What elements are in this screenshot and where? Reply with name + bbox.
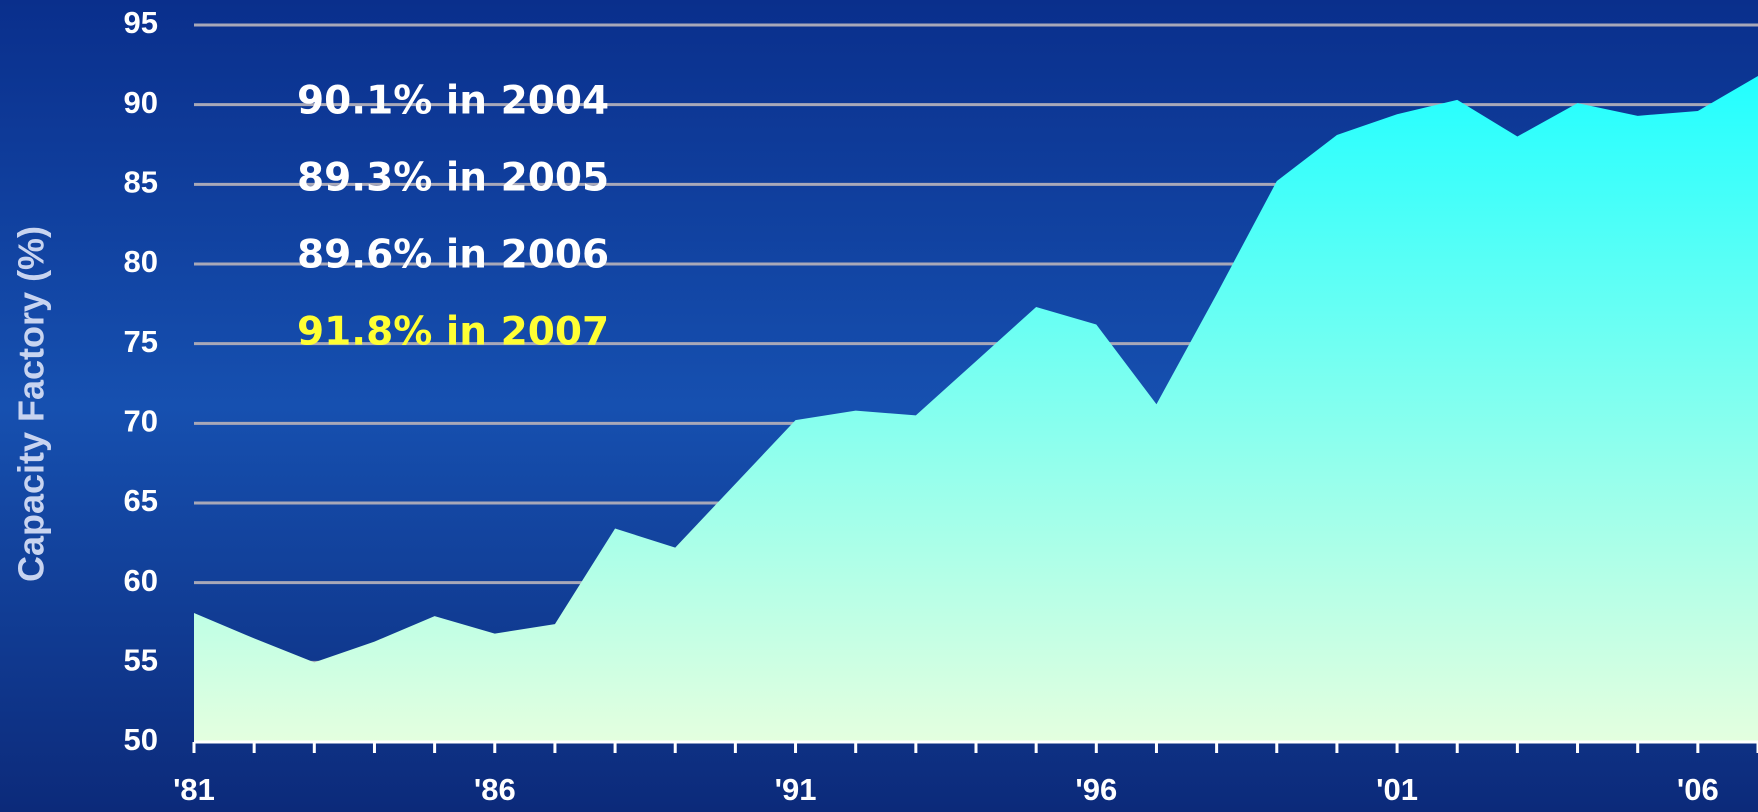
y-axis-label: Capacity Factory (%) xyxy=(11,226,52,582)
y-tick-label: 75 xyxy=(124,324,158,359)
x-tick-label: '96 xyxy=(1075,772,1117,807)
y-tick-label: 95 xyxy=(124,5,158,40)
annotation: 91.8% in 2007 xyxy=(297,310,609,355)
y-tick-label: 70 xyxy=(124,404,158,439)
annotation: 90.1% in 2004 xyxy=(297,79,609,124)
y-tick-label: 65 xyxy=(124,483,158,518)
x-tick-label: '81 xyxy=(173,772,215,807)
x-tick-label: '01 xyxy=(1376,772,1418,807)
annotation: 89.6% in 2006 xyxy=(297,233,609,278)
x-tick-label: '86 xyxy=(474,772,516,807)
y-tick-label: 50 xyxy=(124,722,158,757)
y-tick-label: 60 xyxy=(124,563,158,598)
x-tick-label: '91 xyxy=(775,772,817,807)
area xyxy=(194,75,1758,742)
y-tick-label: 55 xyxy=(124,643,158,678)
y-tick-label: 80 xyxy=(124,244,158,279)
y-tick-label: 85 xyxy=(124,165,158,200)
annotation: 89.3% in 2005 xyxy=(297,156,609,201)
x-tick-label: '06 xyxy=(1677,772,1719,807)
y-tick-label: 90 xyxy=(124,85,158,120)
